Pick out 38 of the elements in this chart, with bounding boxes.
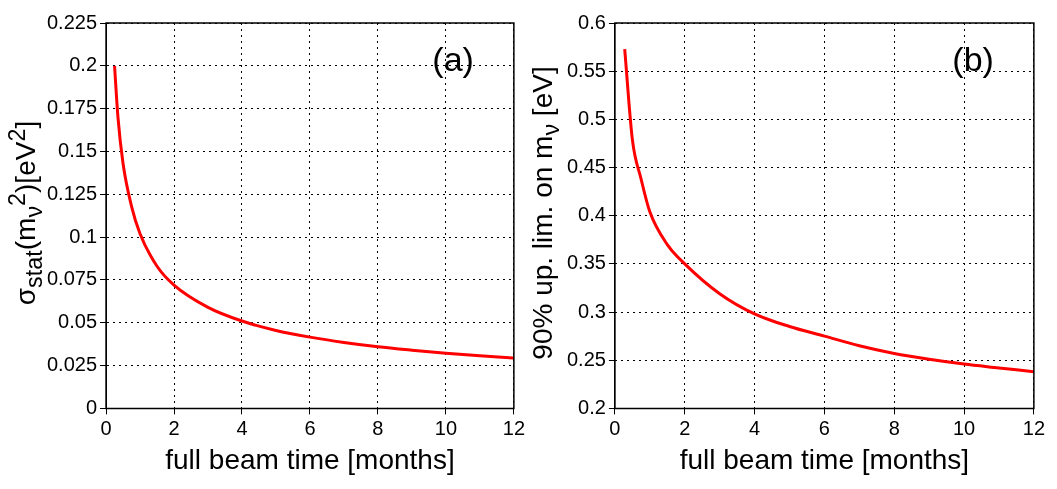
y-tick-label: 0.05 — [58, 310, 98, 333]
y-tick-label: 0.075 — [46, 267, 98, 290]
x-tick-label: 6 — [304, 416, 316, 439]
y-tick-label: 0.15 — [58, 138, 98, 161]
x-tick-label: 12 — [502, 416, 525, 439]
x-tick-label: 12 — [1022, 416, 1045, 439]
y-tick-label: 0.175 — [46, 96, 98, 119]
x-tick-label: 0 — [609, 416, 621, 439]
annotation: (a) — [432, 40, 474, 79]
y-tick-label: 0.2 — [69, 53, 98, 76]
x-tick-label: 10 — [434, 416, 458, 439]
y-tick-label: 0 — [85, 395, 98, 418]
x-tick-label: 8 — [888, 416, 900, 439]
x-axis-title: full beam time [months] — [165, 443, 455, 475]
y-tick-label: 0.4 — [578, 203, 606, 226]
x-tick-label: 4 — [749, 416, 761, 439]
x-axis-title: full beam time [months] — [679, 443, 970, 475]
y-tick-label: 0.25 — [566, 347, 606, 370]
x-tick-label: 0 — [100, 416, 112, 439]
y-tick-label: 0.6 — [578, 10, 606, 33]
x-tick-label: 2 — [168, 416, 180, 439]
y-tick-label: 0.225 — [46, 10, 98, 33]
x-tick-label: 4 — [236, 416, 248, 439]
x-tick-label: 2 — [679, 416, 691, 439]
y-tick-label: 0.3 — [578, 299, 606, 322]
y-tick-label: 0.125 — [46, 181, 98, 204]
x-tick-label: 6 — [818, 416, 830, 439]
y-tick-label: 0.1 — [69, 224, 98, 247]
y-tick-label: 0.35 — [566, 251, 606, 274]
x-tick-label: 8 — [372, 416, 384, 439]
x-tick-label: 10 — [952, 416, 976, 439]
line-series — [623, 47, 1034, 374]
y-tick-label: 0.2 — [578, 395, 606, 418]
y-tick-label: 0.5 — [578, 106, 606, 129]
y-tick-label: 0.025 — [46, 353, 98, 376]
annotation: (b) — [952, 40, 994, 79]
y-tick-label: 0.45 — [566, 155, 606, 178]
y-tick-label: 0.55 — [566, 58, 606, 81]
